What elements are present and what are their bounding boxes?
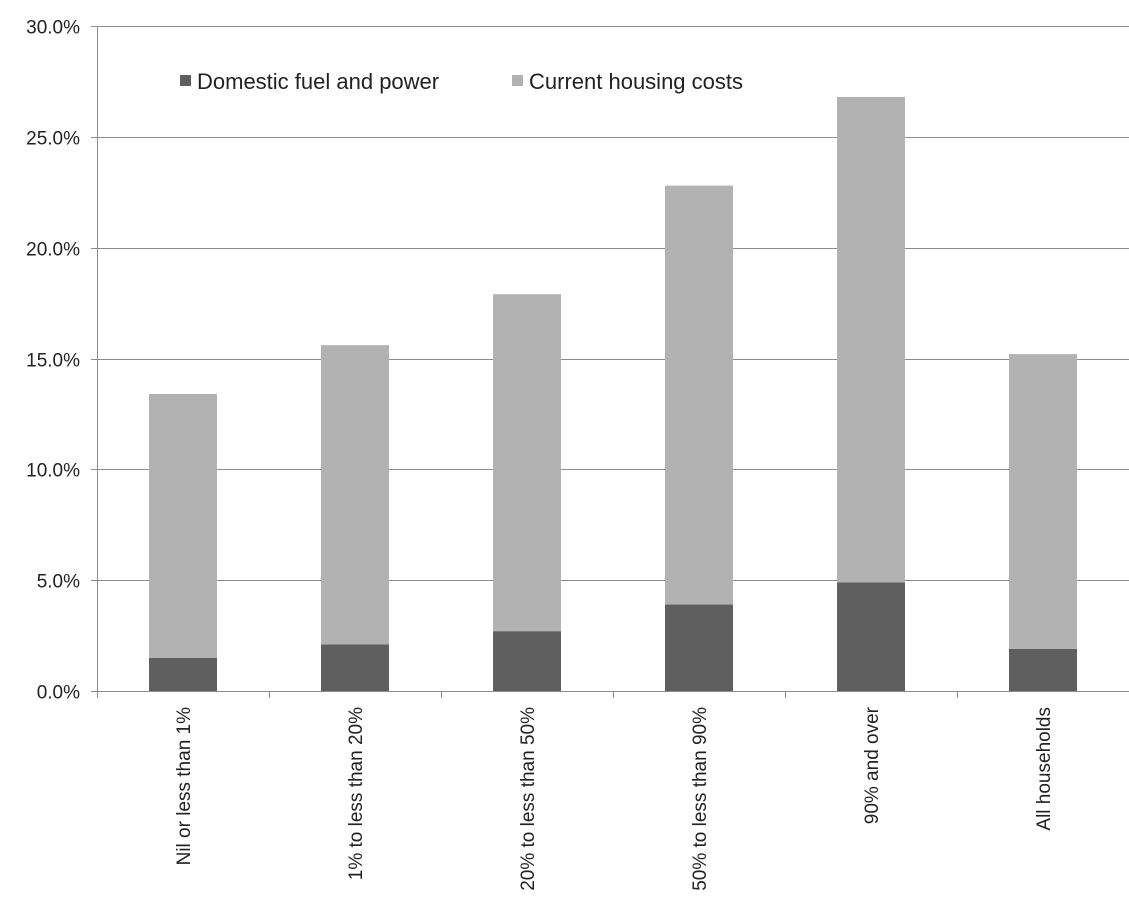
- x-category-label: All households: [1034, 707, 1055, 831]
- bar-segment: [665, 185, 733, 605]
- bar-segment: [321, 644, 389, 691]
- bar-segment: [149, 657, 217, 691]
- bars: [149, 96, 1077, 691]
- x-category-label: 50% to less than 90%: [690, 707, 711, 891]
- bar-segment: [1009, 354, 1077, 649]
- y-tick-label: 0.0%: [37, 683, 80, 704]
- y-tick-label: 30.0%: [26, 18, 80, 39]
- legend-swatch: [180, 75, 191, 86]
- bar-segment: [321, 345, 389, 645]
- x-category-label: 1% to less than 20%: [346, 707, 367, 880]
- bar-segment: [837, 96, 905, 583]
- legend: Domestic fuel and power Current housing c…: [180, 69, 743, 94]
- bar-segment: [837, 582, 905, 691]
- x-category-label: Nil or less than 1%: [174, 707, 195, 866]
- axes: 0.0% 5.0% 10.0% 15.0% 20.0% 25.0% 30.0% Nil or …: [26, 18, 1129, 891]
- gridlines: [97, 26, 1129, 581]
- y-tick-label: 25.0%: [26, 129, 80, 150]
- legend-swatch: [512, 75, 523, 86]
- y-tick-label: 15.0%: [26, 351, 80, 372]
- x-category-label: 90% and over: [862, 706, 883, 824]
- legend-label: Current housing costs: [529, 69, 743, 94]
- y-tick-label: 20.0%: [26, 240, 80, 261]
- bar-segment: [493, 294, 561, 632]
- bar-segment: [1009, 648, 1077, 691]
- x-category-label: 20% to less than 50%: [518, 707, 539, 891]
- legend-label: Domestic fuel and power: [197, 69, 439, 94]
- y-tick-label: 10.0%: [26, 461, 80, 482]
- bar-segment: [665, 604, 733, 691]
- bar-segment: [493, 631, 561, 691]
- bar-segment: [149, 393, 217, 658]
- y-tick-label: 5.0%: [37, 572, 80, 593]
